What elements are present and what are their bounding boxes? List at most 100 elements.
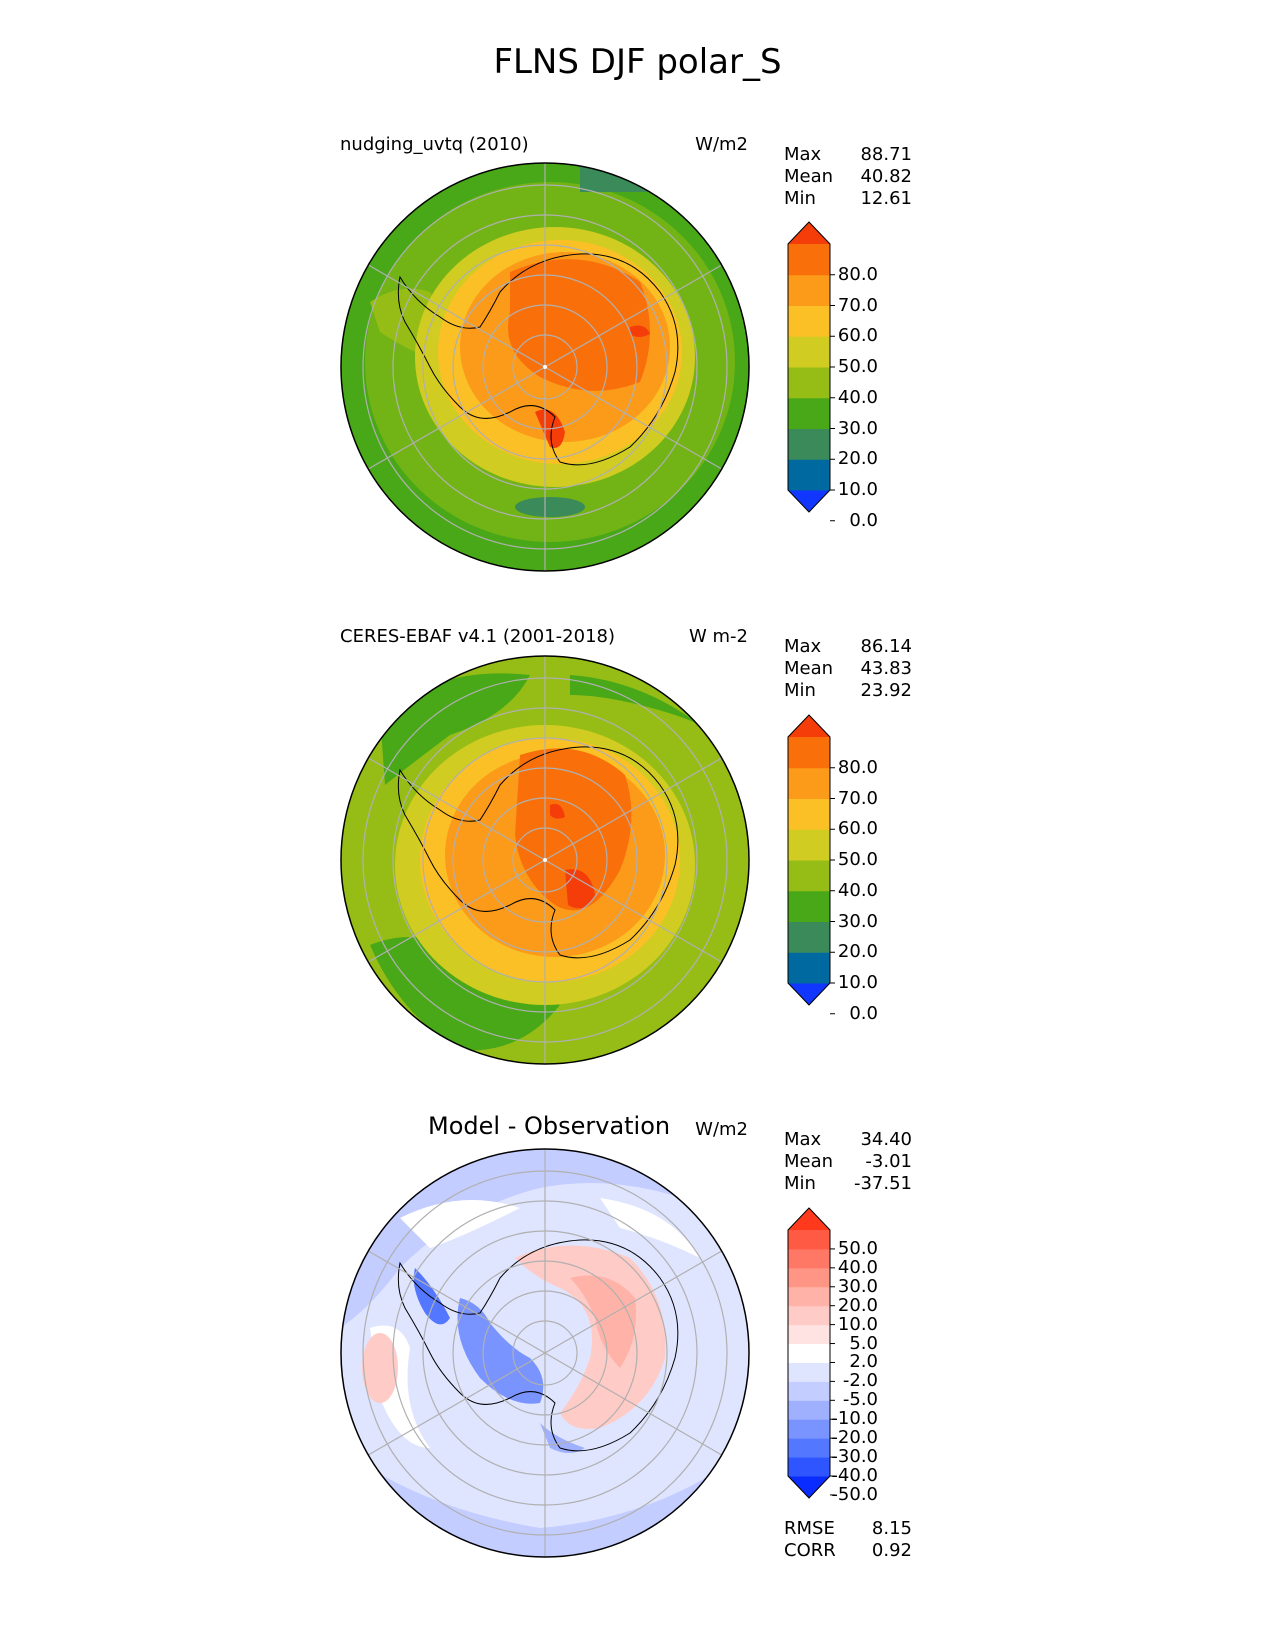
stat-label: Max (784, 636, 822, 657)
colorbar-outline (787, 1207, 831, 1499)
colorbar-segment (788, 459, 830, 491)
stat-label: Max (784, 144, 822, 165)
panel-2-units: W m-2 (688, 626, 748, 647)
panel-1-stats: Max 88.71 Mean 40.82 Min 12.61 (784, 144, 912, 210)
colorbar-tick-label: 60.0 (837, 818, 878, 840)
colorbar-segment (788, 1267, 830, 1288)
colorbar-segment (788, 305, 830, 337)
colorbar-segment (788, 1324, 830, 1345)
metric-value: 8.15 (871, 1518, 912, 1539)
panel-3-colorbar (787, 1207, 835, 1499)
pos-patch (362, 1333, 398, 1403)
colorbar-tick-label: -5.0 (842, 1389, 878, 1411)
colorbar-segment (788, 829, 830, 861)
contour-80-plus (550, 803, 565, 819)
colorbar-segment (788, 1248, 830, 1269)
colorbar-tick-label: 10.0 (837, 972, 878, 993)
colorbar-extend-high (788, 1208, 830, 1230)
metric-label: CORR (784, 1540, 836, 1561)
colorbar-tick-label: 60.0 (837, 325, 878, 347)
colorbar-extend-low (788, 983, 830, 1005)
neg-patch (540, 1423, 585, 1453)
colorbar-tick-label: 10.0 (837, 1313, 878, 1335)
panel-3-metrics: RMSE 8.15 CORR 0.92 (784, 1518, 912, 1562)
colorbar-segment (788, 737, 830, 769)
metric-value: 0.92 (871, 1540, 912, 1561)
panel-2-stats: Max 86.14 Mean 43.83 Min 23.92 (784, 636, 912, 702)
colorbar-tick-label: 70.0 (837, 294, 878, 316)
panel-3-stats: Max 34.40 Mean -3.01 Min -37.51 (784, 1129, 912, 1195)
stat-value: -37.51 (853, 1173, 912, 1194)
panel-2-map (340, 655, 750, 1065)
colorbar-tick-label: 80.0 (837, 263, 878, 285)
colorbar-extend-low (788, 490, 830, 512)
antarctica-coastline (397, 253, 679, 466)
stat-value: 43.83 (860, 658, 912, 679)
colorbar-extend-high (788, 715, 830, 737)
colorbar-tick-label: -20.0 (831, 1427, 878, 1449)
colorbar-segment (788, 367, 830, 399)
panel-1-title: nudging_uvtq (2010) (340, 134, 529, 155)
colorbar-tick-label: -10.0 (831, 1408, 878, 1430)
figure-title: FLNS DJF polar_S (493, 42, 782, 82)
colorbar-segment (788, 1400, 830, 1420)
colorbar-tick-label: 20.0 (837, 448, 878, 470)
panel-2-colorbar (787, 714, 835, 1015)
colorbar-tick-label: 50.0 (837, 1237, 878, 1259)
stat-value: 23.92 (860, 680, 912, 701)
colorbar-segment (788, 952, 830, 984)
colorbar-segment (788, 798, 830, 830)
colorbar-extend-low (788, 1476, 830, 1498)
stat-value: 88.71 (860, 144, 912, 165)
colorbar-tick-label: 50.0 (837, 849, 878, 870)
colorbar-tick-label: 20.0 (837, 941, 878, 963)
stat-label: Min (784, 188, 816, 209)
colorbar-tick-label: 80.0 (837, 756, 878, 778)
colorbar-segment (788, 1457, 830, 1477)
contour-80-plus (565, 869, 595, 909)
stat-label: Mean (784, 1151, 834, 1172)
colorbar-tick-label: 30.0 (837, 910, 878, 932)
panel-3-units: W/m2 (695, 1119, 748, 1140)
colorbar-tick-label: 50.0 (837, 356, 878, 377)
colorbar-tick-label: -40.0 (831, 1465, 878, 1486)
colorbar-segment (788, 860, 830, 892)
panel-1-map (340, 162, 750, 572)
colorbar-segment (788, 274, 830, 306)
colorbar-segment (788, 1362, 830, 1382)
colorbar-tick-label: 0.0 (849, 509, 878, 531)
colorbar-outline (787, 714, 831, 1006)
panel-1-colorbar (787, 221, 835, 522)
colorbar-segment (788, 1286, 830, 1307)
colorbar-segment (788, 921, 830, 953)
colorbar-tick-label: 2.0 (849, 1351, 878, 1373)
cool-patch (370, 937, 560, 1051)
contour-70-80 (508, 259, 650, 391)
colorbar-segment (788, 244, 830, 276)
colorbar-segment (788, 1230, 830, 1250)
colorbar-segment (788, 767, 830, 799)
colorbar-tick-label: 70.0 (837, 787, 878, 809)
colorbar-segment (788, 1305, 830, 1326)
stat-value: 40.82 (860, 166, 912, 187)
colorbar-tick-label: -30.0 (831, 1446, 878, 1468)
stat-label: Mean (784, 166, 834, 187)
colorbar-segment (788, 890, 830, 922)
colorbar-segment (788, 428, 830, 460)
panel-2-title: CERES-EBAF v4.1 (2001-2018) (340, 626, 616, 647)
neutral-patch (600, 1198, 700, 1258)
colorbar-segment (788, 1438, 830, 1458)
colorbar-outline (787, 221, 831, 513)
colorbar-tick-label: 40.0 (837, 879, 878, 901)
colorbar-tick-label: 40.0 (837, 1256, 878, 1278)
colorbar-segment (788, 1419, 830, 1439)
panel-3-title: Model - Observation (428, 1112, 671, 1140)
colorbar-segment (788, 336, 830, 368)
colorbar-extend-high (788, 222, 830, 244)
south-pole-marker (543, 365, 547, 369)
stat-label: Min (784, 1173, 816, 1194)
south-pole-marker (543, 858, 547, 862)
stat-value: -3.01 (865, 1151, 912, 1172)
colorbar-segment (788, 1381, 830, 1401)
stat-value: 86.14 (860, 636, 912, 657)
